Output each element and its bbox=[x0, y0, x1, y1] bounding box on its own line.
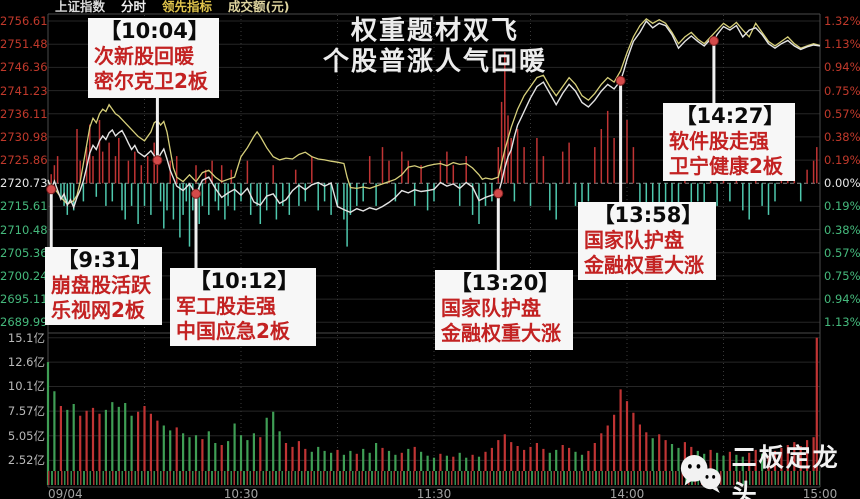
percent-axis-label: 0.00% bbox=[824, 176, 860, 191]
headline-line2: 个股普涨人气回暖 bbox=[322, 47, 547, 77]
percent-axis-label: 1.13% bbox=[824, 315, 860, 330]
price-axis-label: 2746.36 bbox=[0, 60, 48, 75]
callout-1358: 【13:58】 国家队护盘 金融权重大涨 bbox=[578, 202, 716, 280]
volume-axis-label: 5.05亿 bbox=[7, 428, 45, 443]
callout-text-2: 卫宁健康2板 bbox=[669, 154, 783, 178]
price-axis-label: 2736.11 bbox=[0, 106, 48, 121]
chart-topbar: 上证指数 分时 领先指标 成交额(元) bbox=[55, 0, 289, 14]
callout-text-1: 次新股回暖 bbox=[94, 44, 194, 68]
callout-text-1: 软件股走强 bbox=[669, 129, 769, 153]
callout-time: 【13:58】 bbox=[593, 203, 703, 227]
callout-text-2: 乐视网2板 bbox=[51, 298, 145, 322]
percent-axis-label: 0.94% bbox=[824, 60, 860, 75]
watermark-text: 二板定龙头 bbox=[731, 443, 840, 499]
callout-time: 【10:04】 bbox=[100, 19, 209, 43]
percent-axis-label: 0.38% bbox=[824, 129, 860, 144]
volume-axis-label: 10.1亿 bbox=[7, 379, 45, 394]
percent-axis-label: 0.75% bbox=[824, 268, 860, 283]
callout-1427: 【14:27】 软件股走强 卫宁健康2板 bbox=[663, 103, 795, 181]
time-axis-label: 11:30 bbox=[416, 487, 452, 499]
price-axis-label: 2751.48 bbox=[0, 37, 48, 52]
minute-mode-tab[interactable]: 分时 bbox=[121, 0, 147, 14]
percent-axis-label: 0.75% bbox=[824, 83, 860, 98]
price-axis-label: 2695.11 bbox=[0, 292, 48, 307]
price-axis-label: 2720.73 bbox=[0, 176, 48, 191]
callout-time: 【10:12】 bbox=[189, 269, 299, 293]
time-axis-label: 15:00 bbox=[802, 487, 838, 499]
percent-axis-label: 0.19% bbox=[824, 199, 860, 214]
wechat-icon bbox=[680, 454, 721, 494]
callout-1004: 【10:04】 次新股回暖 密尔克卫2板 bbox=[88, 18, 219, 98]
percent-axis-label: 1.13% bbox=[824, 37, 860, 52]
price-axis-label: 2689.99 bbox=[0, 315, 48, 330]
callout-time: 【13:20】 bbox=[450, 271, 560, 295]
volume-axis-label: 7.57亿 bbox=[7, 404, 45, 419]
callout-text-2: 金融权重大涨 bbox=[584, 253, 704, 277]
leading-indicator-tab[interactable]: 领先指标 bbox=[162, 0, 213, 14]
percent-axis-label: 0.94% bbox=[824, 292, 860, 307]
callout-time: 【14:27】 bbox=[675, 104, 785, 128]
callout-0931: 【9:31】 崩盘股活跃 乐视网2板 bbox=[45, 247, 162, 325]
price-axis-label: 2710.48 bbox=[0, 222, 48, 237]
volume-axis-label: 2.52亿 bbox=[7, 453, 45, 468]
time-axis-label: 09/04 bbox=[48, 487, 83, 499]
callout-text-1: 军工股走强 bbox=[176, 294, 276, 318]
callout-text-2: 中国应急2板 bbox=[176, 319, 290, 343]
turnover-label: 成交额(元) bbox=[228, 0, 290, 14]
callout-text-2: 金融权重大涨 bbox=[441, 321, 561, 345]
callout-text-1: 国家队护盘 bbox=[584, 228, 684, 252]
callout-text-2: 密尔克卫2板 bbox=[94, 69, 208, 93]
callout-time: 【9:31】 bbox=[57, 248, 152, 272]
price-axis-label: 2715.61 bbox=[0, 199, 48, 214]
headline-line1: 权重题材双飞 bbox=[350, 16, 519, 46]
price-axis-label: 2741.23 bbox=[0, 83, 48, 98]
price-axis-label: 2730.98 bbox=[0, 129, 48, 144]
callout-1012: 【10:12】 军工股走强 中国应急2板 bbox=[170, 268, 316, 346]
index-name-tab[interactable]: 上证指数 bbox=[55, 0, 106, 14]
callout-text-1: 国家队护盘 bbox=[441, 296, 541, 320]
price-axis-label: 2700.24 bbox=[0, 268, 48, 283]
watermark: 二板定龙头 bbox=[678, 438, 860, 499]
time-axis-label: 14:00 bbox=[609, 487, 645, 499]
percent-axis-label: 0.57% bbox=[824, 106, 860, 121]
percent-axis-label: 1.32% bbox=[824, 14, 860, 28]
price-axis-label: 2756.61 bbox=[0, 14, 48, 28]
price-axis-label: 2725.86 bbox=[0, 153, 48, 168]
minute-volume-stripe-band bbox=[48, 471, 820, 485]
callout-1320: 【13:20】 国家队护盘 金融权重大涨 bbox=[435, 270, 573, 350]
percent-axis-label: 0.19% bbox=[824, 153, 860, 168]
percent-axis-label: 0.38% bbox=[824, 222, 860, 237]
volume-axis-label: 15.1亿 bbox=[7, 330, 45, 345]
percent-axis-label: 0.57% bbox=[824, 245, 860, 260]
price-axis-label: 2705.36 bbox=[0, 245, 48, 260]
time-axis-label: 10:30 bbox=[223, 487, 259, 499]
volume-axis-label: 12.6亿 bbox=[7, 355, 45, 370]
chart-headline: 权重题材双飞 个股普涨人气回暖 bbox=[275, 16, 595, 78]
callout-text-1: 崩盘股活跃 bbox=[51, 273, 151, 297]
